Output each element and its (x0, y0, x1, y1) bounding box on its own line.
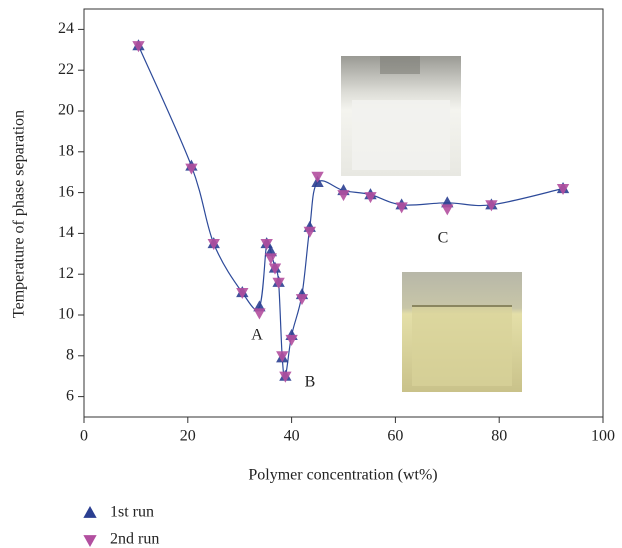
annotation: A (251, 327, 263, 344)
annotation: C (438, 230, 449, 247)
point (207, 239, 220, 251)
point (337, 190, 350, 202)
legend-label: 2nd run (110, 531, 159, 548)
point (311, 171, 324, 183)
point (303, 226, 316, 238)
x-tick-label: 0 (80, 428, 88, 445)
point (364, 192, 377, 204)
point (272, 277, 285, 289)
y-tick-label: 14 (58, 224, 74, 241)
y-tick-label: 10 (58, 306, 74, 323)
legend-marker (83, 506, 97, 518)
y-tick-label: 22 (58, 61, 74, 78)
x-tick-label: 80 (491, 428, 507, 445)
point (285, 334, 298, 346)
point (556, 183, 570, 196)
point (236, 288, 249, 300)
point (276, 351, 289, 363)
y-axis-label: Temperature of phase separation (11, 110, 28, 318)
point (268, 263, 282, 275)
point (395, 202, 408, 214)
legend-label: 1st run (110, 504, 154, 521)
y-tick-label: 24 (58, 20, 74, 37)
point (260, 239, 273, 251)
plot-frame (83, 8, 604, 418)
inset-photo-bottom (402, 272, 522, 392)
y-tick-label: 12 (58, 265, 74, 282)
x-tick-label: 100 (591, 428, 615, 445)
point (185, 163, 198, 175)
point (295, 294, 309, 306)
legend-marker (83, 535, 97, 547)
point (441, 204, 454, 216)
inset-photo-top (341, 56, 461, 176)
y-tick-label: 18 (58, 142, 74, 159)
y-tick-label: 16 (58, 183, 74, 200)
x-tick-label: 20 (180, 428, 196, 445)
y-tick-label: 20 (58, 102, 74, 119)
point (279, 371, 292, 383)
point (485, 200, 498, 212)
x-tick-label: 60 (387, 428, 403, 445)
x-axis-label: Polymer concentration (wt%) (248, 467, 437, 484)
point (264, 253, 278, 265)
point (132, 41, 145, 53)
y-tick-label: 8 (66, 346, 74, 363)
y-tick-label: 6 (66, 387, 74, 404)
point (253, 308, 266, 320)
x-tick-label: 40 (284, 428, 300, 445)
annotation: B (305, 374, 316, 391)
